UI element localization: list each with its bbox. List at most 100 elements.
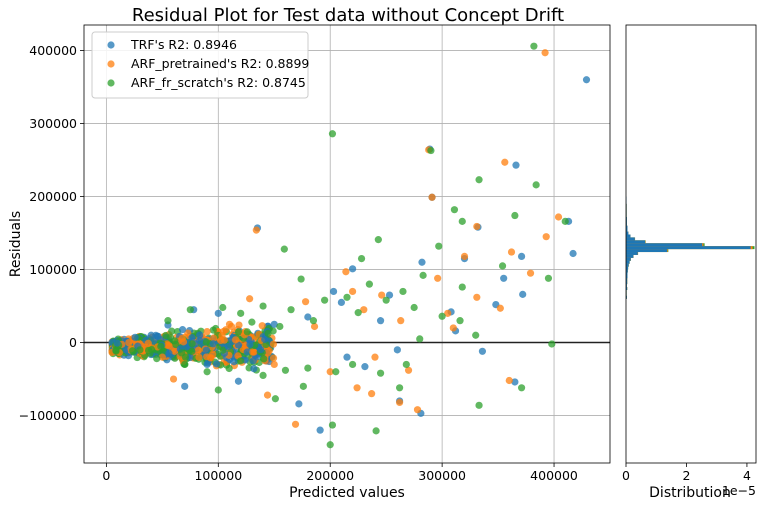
histogram-bar <box>626 275 628 279</box>
cluster-point <box>178 334 186 343</box>
data-point <box>542 233 550 241</box>
distribution-tick-label: 0 <box>622 468 630 483</box>
histogram-bar <box>626 243 703 247</box>
data-point <box>530 42 538 50</box>
cluster-point <box>131 333 139 341</box>
data-point <box>498 262 507 270</box>
cluster-point <box>243 328 251 336</box>
cluster-point <box>269 354 278 362</box>
histogram-bar <box>626 281 628 285</box>
data-point <box>259 302 267 310</box>
legend-label-arf-scratch: ARF_fr_scratch's R2: 0.8745 <box>131 75 306 90</box>
data-point <box>569 249 577 258</box>
data-point <box>472 331 480 339</box>
data-point <box>252 226 260 234</box>
data-point <box>328 130 337 138</box>
data-point <box>301 298 310 306</box>
cluster-point <box>235 321 243 329</box>
data-point <box>181 360 189 369</box>
data-point <box>419 271 427 279</box>
data-point <box>378 291 386 299</box>
cluster-point <box>260 355 268 363</box>
data-point <box>517 384 526 392</box>
distribution-panel: 0 2 4 Distribution 1e−5 <box>622 24 757 501</box>
cluster-point <box>195 336 204 345</box>
histogram-bar <box>626 231 629 235</box>
data-point <box>544 274 553 282</box>
data-point <box>348 265 357 273</box>
legend-marker-arf-scratch <box>107 79 115 87</box>
cluster-point <box>202 346 211 354</box>
data-point <box>473 222 481 231</box>
histogram-bar <box>626 249 668 253</box>
data-point <box>404 366 413 374</box>
data-point <box>348 287 357 296</box>
cluster-point <box>220 336 228 344</box>
data-point <box>399 287 407 296</box>
data-point <box>376 369 385 377</box>
data-point <box>371 353 379 361</box>
histogram-bar <box>626 254 634 258</box>
data-point <box>353 384 361 392</box>
x-tick-label: 0 <box>102 468 110 483</box>
data-point <box>582 76 591 84</box>
data-point <box>438 312 446 320</box>
cluster-point <box>157 342 165 350</box>
data-point <box>270 360 278 369</box>
cluster-point <box>188 334 196 342</box>
data-point <box>507 248 516 256</box>
histogram-bar <box>626 246 751 250</box>
data-point <box>304 313 312 321</box>
data-point <box>297 275 305 283</box>
data-point <box>329 287 338 296</box>
x-axis-label: Predicted values <box>289 485 405 501</box>
cluster-point <box>234 341 243 349</box>
data-point <box>259 371 267 379</box>
data-point <box>316 426 324 434</box>
cluster-point <box>232 336 240 344</box>
data-point <box>281 366 290 374</box>
data-point <box>382 296 390 304</box>
data-point <box>365 280 373 288</box>
cluster-point <box>163 341 171 349</box>
data-point <box>219 303 227 312</box>
cluster-point <box>257 346 265 354</box>
data-point <box>181 382 189 390</box>
y-tick-label: 300000 <box>29 116 77 131</box>
data-point <box>295 400 303 408</box>
data-point <box>214 386 222 394</box>
data-point <box>413 406 422 414</box>
histogram-bar <box>626 237 635 241</box>
data-point <box>526 269 535 277</box>
data-point <box>321 296 329 304</box>
cluster-point <box>195 353 203 361</box>
data-point <box>158 353 166 361</box>
cluster-point <box>188 347 196 355</box>
data-point <box>332 368 340 376</box>
cluster-point <box>249 357 257 365</box>
cluster-point <box>165 349 173 357</box>
data-point <box>203 328 211 336</box>
grid <box>84 25 610 463</box>
data-point <box>374 236 382 244</box>
histogram-bar <box>626 257 631 261</box>
data-point <box>368 390 376 398</box>
y-axis-label: Residuals <box>8 211 24 277</box>
main-plot: 0 100000 200000 300000 400000 −100000 0 100000… <box>8 24 611 501</box>
histogram-bar <box>626 263 629 267</box>
y-tick-label: 100000 <box>29 262 77 277</box>
cluster-point <box>128 347 137 355</box>
data-point <box>456 317 464 325</box>
histogram-bar <box>626 234 631 238</box>
x-tick-label: 300000 <box>418 468 466 483</box>
distribution-frame <box>625 24 757 464</box>
data-point <box>343 353 351 361</box>
y-tick-label: −100000 <box>19 408 77 423</box>
data-point <box>360 306 368 314</box>
histogram-bar <box>626 240 646 244</box>
legend-box <box>91 31 309 99</box>
cluster-point <box>188 340 196 348</box>
cluster-point <box>250 365 258 373</box>
data-point <box>561 217 569 225</box>
cluster-point <box>178 349 186 357</box>
